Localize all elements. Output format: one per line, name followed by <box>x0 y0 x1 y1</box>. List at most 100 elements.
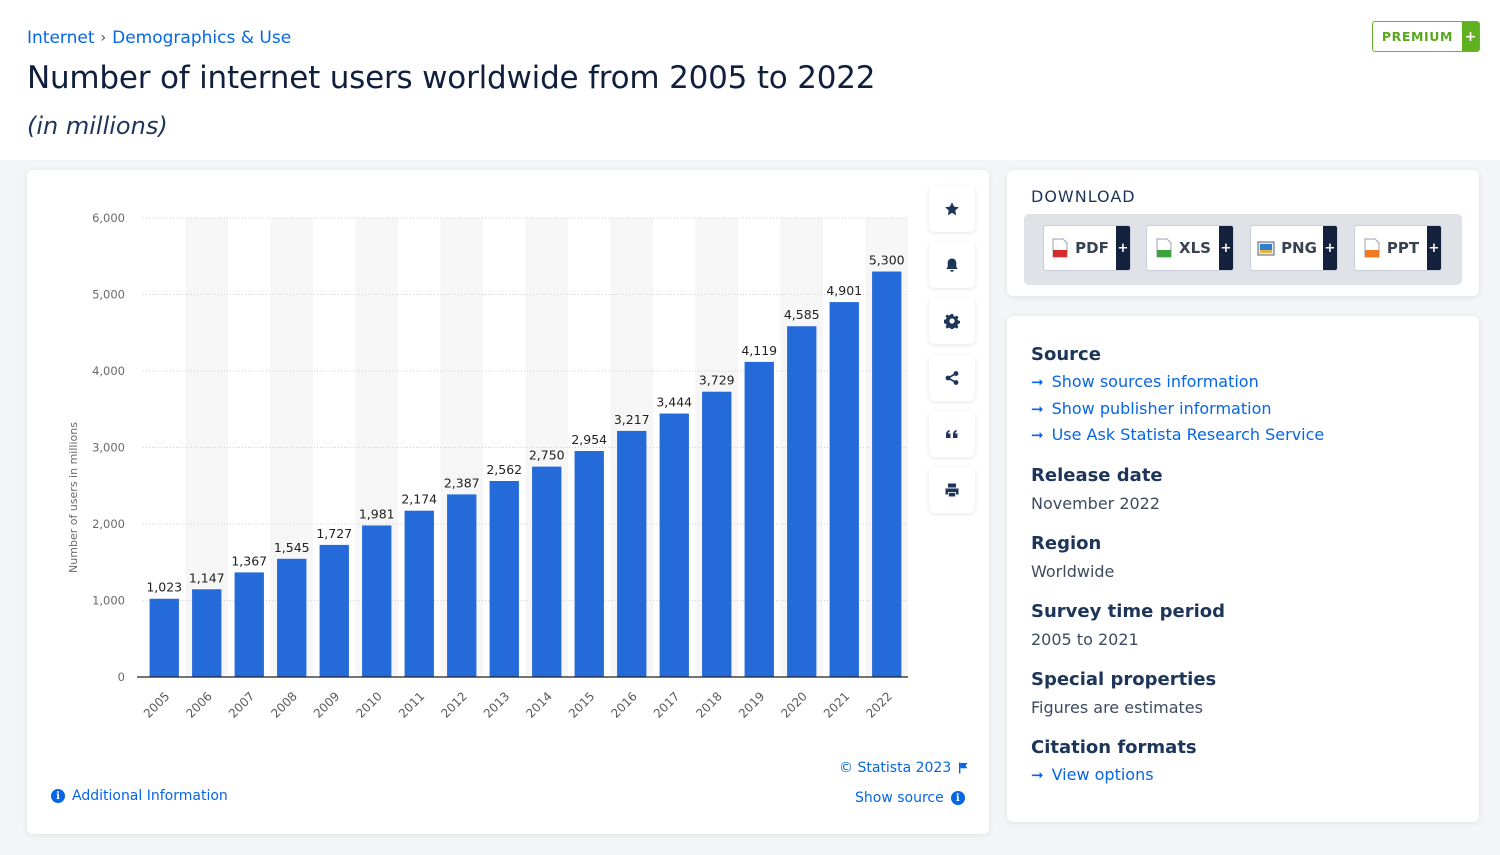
show-publisher-label: Show publisher information <box>1051 399 1272 418</box>
bar <box>277 558 307 677</box>
download-ppt-button[interactable]: PPT + <box>1354 225 1442 271</box>
bar <box>404 510 434 677</box>
y-tick-label: 0 <box>118 670 125 684</box>
share-icon <box>945 371 959 385</box>
ask-statista-link[interactable]: ➞ Use Ask Statista Research Service <box>1031 425 1324 444</box>
bar <box>362 525 392 677</box>
y-tick-label: 2,000 <box>92 517 125 531</box>
bar <box>149 598 179 677</box>
download-xls-button[interactable]: XLS + <box>1146 225 1234 271</box>
show-publisher-link[interactable]: ➞ Show publisher information <box>1031 399 1272 418</box>
x-tick-label: 2011 <box>396 689 427 720</box>
bar <box>489 481 519 677</box>
region-heading: Region <box>1031 533 1102 554</box>
show-source-link[interactable]: Show source i <box>855 790 965 806</box>
bar-value-label: 5,300 <box>869 253 905 268</box>
premium-button[interactable]: PREMIUM + <box>1372 21 1480 52</box>
ppt-file-icon <box>1364 238 1380 258</box>
plus-icon: + <box>1219 226 1233 270</box>
chart-card: 0 1,000 2,000 3,000 4,000 5,000 6,000 Number of… <box>27 170 989 834</box>
region-value: Worldwide <box>1031 562 1115 581</box>
x-tick-label: 2007 <box>226 689 257 720</box>
x-tick-label: 2008 <box>268 689 299 720</box>
x-tick-label: 2009 <box>311 689 342 720</box>
bar-value-label: 1,147 <box>189 570 225 585</box>
bar-value-label: 1,545 <box>274 540 310 555</box>
bar <box>234 572 264 677</box>
ask-statista-label: Use Ask Statista Research Service <box>1051 425 1325 444</box>
plus-icon: + <box>1427 226 1441 270</box>
x-tick-label: 2012 <box>438 689 469 720</box>
x-tick-label: 2014 <box>523 689 554 720</box>
bar <box>702 391 732 677</box>
special-properties-heading: Special properties <box>1031 669 1217 690</box>
show-sources-link[interactable]: ➞ Show sources information <box>1031 372 1259 391</box>
show-sources-label: Show sources information <box>1051 372 1259 391</box>
bar <box>872 271 902 677</box>
y-axis-title: Number of users in millions <box>67 422 80 573</box>
bar-value-label: 2,954 <box>571 432 607 447</box>
bar-value-label: 2,174 <box>401 492 437 507</box>
bar <box>319 544 349 677</box>
plus-icon: + <box>1323 226 1337 270</box>
survey-period-heading: Survey time period <box>1031 601 1225 622</box>
additional-information-label: Additional Information <box>72 788 228 804</box>
share-button[interactable] <box>929 355 975 401</box>
x-tick-label: 2018 <box>693 689 724 720</box>
bar-value-label: 1,023 <box>146 580 182 595</box>
y-tick-label: 6,000 <box>92 211 125 225</box>
ppt-label: PPT <box>1386 239 1420 257</box>
arrow-right-icon: ➞ <box>1031 425 1044 444</box>
breadcrumb-demographics[interactable]: Demographics & Use <box>112 28 292 48</box>
png-label: PNG <box>1281 239 1317 257</box>
release-date-heading: Release date <box>1031 465 1163 486</box>
breadcrumb-separator: › <box>100 30 107 46</box>
gear-icon <box>944 314 960 329</box>
png-image-icon <box>1257 241 1275 256</box>
arrow-right-icon: ➞ <box>1031 399 1044 418</box>
download-button-group: PDF + XLS + PNG + PPT + <box>1024 214 1462 285</box>
arrow-right-icon: ➞ <box>1031 765 1044 784</box>
copyright-text: © Statista 2023 <box>839 760 952 776</box>
x-tick-label: 2005 <box>141 689 172 720</box>
y-tick-label: 5,000 <box>92 288 125 302</box>
y-tick-label: 1,000 <box>92 594 125 608</box>
show-source-label: Show source <box>855 790 944 806</box>
bar-value-label: 3,729 <box>699 373 735 388</box>
y-tick-label: 4,000 <box>92 364 125 378</box>
plus-icon: + <box>1462 22 1479 51</box>
additional-information-link[interactable]: i Additional Information <box>51 788 228 804</box>
arrow-right-icon: ➞ <box>1031 372 1044 391</box>
x-tick-label: 2010 <box>353 689 384 720</box>
page-subtitle: (in millions) <box>27 112 168 140</box>
cite-button[interactable] <box>929 411 975 457</box>
notification-button[interactable] <box>929 242 975 288</box>
release-date-value: November 2022 <box>1031 494 1161 513</box>
view-options-link[interactable]: ➞ View options <box>1031 765 1154 784</box>
bar <box>787 326 817 677</box>
print-button[interactable] <box>929 467 975 513</box>
bell-icon <box>946 258 958 272</box>
breadcrumb: Internet › Demographics & Use <box>27 28 291 48</box>
statistic-details-card: Source ➞ Show sources information ➞ Show… <box>1007 316 1479 822</box>
bookmark-button[interactable] <box>929 186 975 232</box>
statista-copyright[interactable]: © Statista 2023 <box>839 760 969 776</box>
settings-button[interactable] <box>929 298 975 344</box>
bar <box>659 413 689 677</box>
info-icon: i <box>950 791 965 805</box>
xls-label: XLS <box>1179 239 1211 257</box>
x-tick-label: 2020 <box>778 689 809 720</box>
pdf-label: PDF <box>1075 239 1109 257</box>
download-png-button[interactable]: PNG + <box>1250 225 1338 271</box>
pdf-file-icon <box>1052 238 1068 258</box>
download-pdf-button[interactable]: PDF + <box>1043 225 1131 271</box>
bar-value-label: 2,750 <box>529 448 565 463</box>
download-card: DOWNLOAD PDF + XLS + PNG + <box>1007 170 1479 296</box>
y-tick-label: 3,000 <box>92 441 125 455</box>
bar <box>617 430 647 677</box>
breadcrumb-internet[interactable]: Internet <box>27 28 95 48</box>
star-icon <box>945 202 959 216</box>
bar-value-label: 4,585 <box>784 307 820 322</box>
citation-formats-heading: Citation formats <box>1031 737 1197 758</box>
x-tick-label: 2013 <box>481 689 512 720</box>
